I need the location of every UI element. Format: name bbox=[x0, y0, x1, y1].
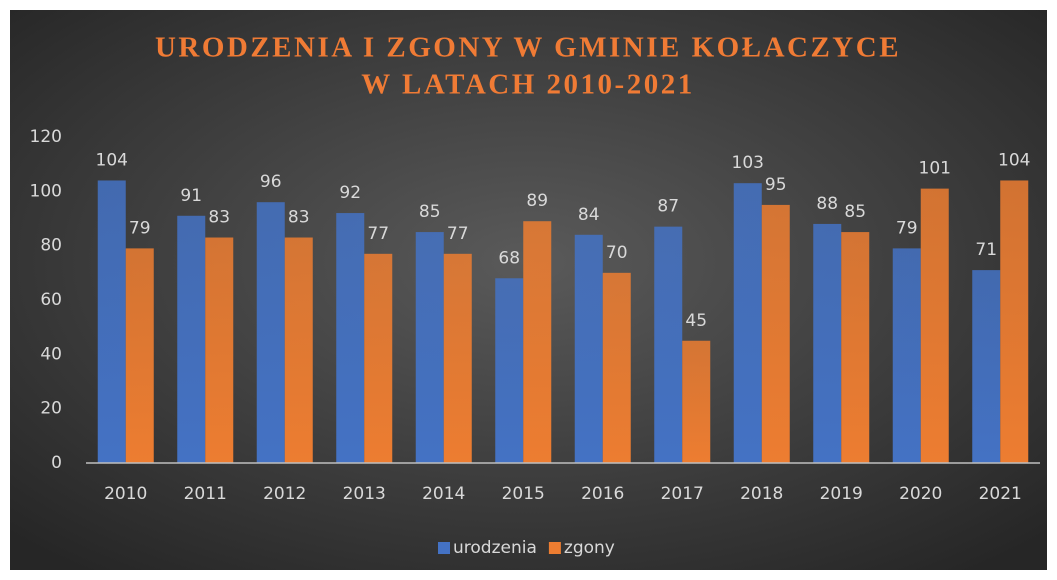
y-tick-label: 80 bbox=[40, 236, 62, 256]
x-tick-label: 2021 bbox=[979, 484, 1022, 504]
bar bbox=[733, 183, 762, 463]
data-label: 79 bbox=[129, 218, 151, 238]
y-tick-label: 60 bbox=[40, 290, 62, 310]
bar bbox=[495, 278, 524, 463]
legend-swatch bbox=[438, 542, 450, 554]
y-tick-label: 20 bbox=[40, 399, 62, 419]
bar bbox=[284, 237, 313, 463]
bar bbox=[841, 232, 870, 463]
bar bbox=[364, 253, 393, 463]
bar bbox=[972, 270, 1001, 463]
bar bbox=[205, 237, 234, 463]
data-label: 45 bbox=[685, 311, 707, 331]
y-tick-label: 100 bbox=[30, 181, 62, 201]
bar bbox=[892, 248, 921, 463]
data-label: 96 bbox=[260, 172, 282, 192]
bar bbox=[523, 221, 552, 463]
bar bbox=[415, 232, 444, 463]
data-label: 91 bbox=[180, 186, 202, 206]
data-label: 84 bbox=[578, 205, 600, 225]
bar bbox=[682, 340, 711, 463]
data-label: 85 bbox=[419, 202, 441, 222]
data-label: 101 bbox=[919, 159, 951, 179]
chart-title-line: URODZENIA I ZGONY W GMINIE KOŁACZYCE bbox=[155, 32, 901, 64]
chart-title-line: W LATACH 2010-2021 bbox=[361, 69, 694, 101]
bar bbox=[97, 180, 126, 463]
data-label: 88 bbox=[816, 194, 838, 214]
legend-label: zgony bbox=[564, 538, 615, 558]
x-tick-label: 2013 bbox=[343, 484, 386, 504]
data-label: 83 bbox=[208, 208, 230, 228]
data-label: 68 bbox=[498, 248, 520, 268]
data-label: 92 bbox=[339, 183, 361, 203]
x-tick-label: 2016 bbox=[581, 484, 624, 504]
bar bbox=[654, 226, 683, 463]
data-label: 77 bbox=[447, 224, 469, 244]
data-label: 70 bbox=[606, 243, 628, 263]
data-label: 77 bbox=[367, 224, 389, 244]
bar bbox=[920, 188, 949, 463]
data-label: 103 bbox=[732, 153, 764, 173]
bar bbox=[177, 215, 206, 463]
bar bbox=[256, 202, 285, 463]
x-tick-label: 2014 bbox=[422, 484, 465, 504]
x-tick-label: 2015 bbox=[502, 484, 545, 504]
x-tick-label: 2012 bbox=[263, 484, 306, 504]
bar bbox=[813, 223, 842, 463]
y-tick-label: 40 bbox=[40, 344, 62, 364]
data-label: 79 bbox=[896, 218, 918, 238]
chart-title: URODZENIA I ZGONY W GMINIE KOŁACZYCE W LA… bbox=[155, 32, 901, 101]
bar bbox=[574, 234, 603, 463]
legend-swatch bbox=[548, 542, 561, 554]
data-label: 104 bbox=[96, 150, 128, 170]
bar bbox=[336, 213, 365, 463]
x-tick-label: 2010 bbox=[104, 484, 147, 504]
x-tick-label: 2017 bbox=[661, 484, 704, 504]
x-tick-label: 2018 bbox=[740, 484, 783, 504]
legend-label: urodzenia bbox=[453, 538, 537, 558]
bar bbox=[125, 248, 154, 463]
x-tick-label: 2011 bbox=[184, 484, 227, 504]
data-label: 71 bbox=[975, 240, 997, 260]
x-tick-label: 2019 bbox=[820, 484, 863, 504]
x-tick-label: 2020 bbox=[899, 484, 942, 504]
bar bbox=[443, 253, 472, 463]
bar bbox=[602, 272, 631, 463]
y-tick-label: 0 bbox=[51, 453, 62, 473]
data-label: 83 bbox=[288, 208, 310, 228]
bar bbox=[761, 204, 790, 463]
bar bbox=[1000, 180, 1029, 463]
data-label: 87 bbox=[657, 197, 679, 217]
data-label: 104 bbox=[998, 150, 1030, 170]
data-label: 95 bbox=[765, 175, 787, 195]
data-label: 89 bbox=[526, 191, 548, 211]
data-label: 85 bbox=[844, 202, 866, 222]
y-tick-label: 120 bbox=[30, 127, 62, 147]
